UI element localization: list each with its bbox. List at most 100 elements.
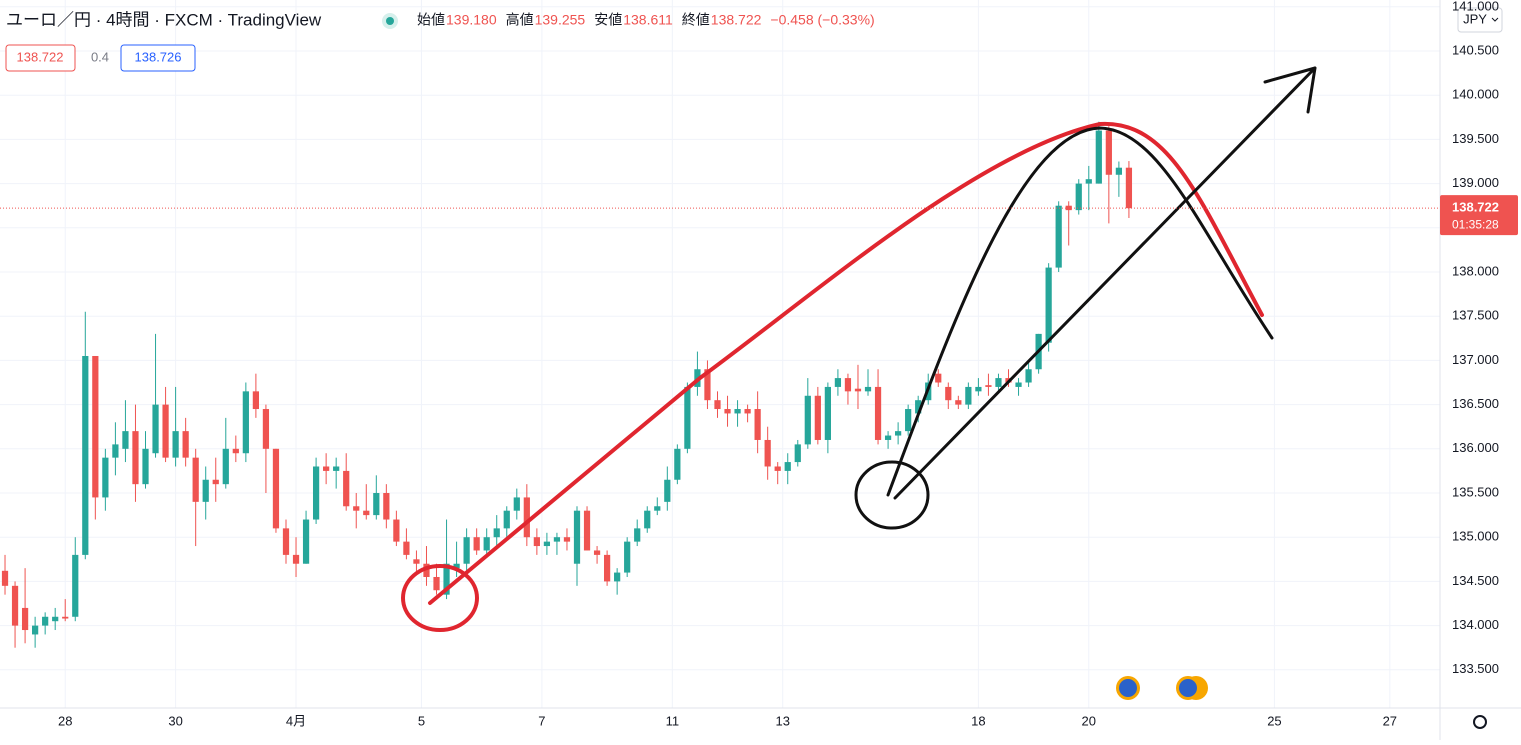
y-tick-label: 136.500 (1452, 396, 1499, 411)
candle-body (935, 373, 942, 383)
candle-body (212, 479, 219, 485)
event-icon-inner (1179, 679, 1197, 697)
candles (1, 121, 1133, 648)
grid (0, 0, 1440, 708)
candle-body (573, 510, 581, 564)
candle-body (814, 395, 821, 440)
candle-body (292, 554, 300, 564)
candle-body (864, 386, 872, 392)
candle-body (192, 457, 199, 502)
y-tick-label: 138.000 (1452, 263, 1499, 278)
x-tick-label: 20 (1082, 713, 1096, 728)
last-price-label: 138.722 (1452, 200, 1499, 215)
countdown: 01:35:28 (1452, 217, 1499, 231)
candle-body (1015, 382, 1022, 387)
y-tick-label: 139.500 (1452, 131, 1499, 146)
candle-body (383, 493, 390, 520)
candle-body (634, 528, 641, 542)
y-tick-label: 134.500 (1452, 573, 1499, 588)
y-tick-label: 137.500 (1452, 308, 1499, 323)
candle-body (1085, 179, 1092, 184)
buy-button[interactable] (120, 44, 196, 72)
candle-body (42, 616, 49, 626)
currency-label: JPY (1463, 11, 1487, 26)
candle-body (674, 448, 681, 480)
candle-body (644, 510, 651, 529)
candle-body (202, 479, 209, 502)
settings-icon[interactable] (1473, 715, 1487, 729)
candle-body (32, 625, 39, 635)
currency-dropdown[interactable] (1457, 7, 1503, 33)
y-tick-label: 134.000 (1452, 617, 1499, 632)
candle-body (343, 470, 350, 507)
candle-body (11, 585, 19, 626)
candle-body (493, 528, 500, 538)
event-icons (1116, 676, 1208, 700)
y-tick-label: 140.000 (1452, 87, 1499, 102)
candle-body (824, 386, 831, 440)
x-tick-label: 30 (168, 713, 182, 728)
candle-body (945, 386, 952, 401)
black-curve (886, 126, 1274, 497)
x-tick-label: 28 (58, 713, 72, 728)
y-tick-label: 140.500 (1452, 42, 1499, 57)
legend-low-label: 安値 (594, 12, 622, 28)
candle-body (664, 479, 671, 502)
candle-body (182, 431, 189, 458)
candle-body (804, 395, 811, 445)
candle-body (714, 400, 721, 410)
candle-body (1, 570, 9, 586)
candle-body (162, 404, 169, 458)
candle-body (503, 510, 510, 529)
candle-body (523, 497, 530, 538)
x-tick-label: 18 (971, 713, 985, 728)
candle-body (1055, 205, 1062, 268)
candle-body (533, 537, 540, 547)
dropdown-caret (1491, 17, 1499, 22)
candle-body (323, 466, 330, 471)
candle-body (353, 506, 360, 511)
legend-change: −0.458 (−0.33%) (770, 12, 874, 28)
red-circle (401, 564, 479, 632)
candle-body (764, 439, 771, 467)
legend-low: 138.611 (623, 12, 673, 28)
candle-body (413, 559, 420, 564)
event-icon-inner (1119, 679, 1137, 697)
candle-body (132, 431, 139, 485)
candle-body (624, 541, 631, 573)
candle-body (423, 563, 430, 577)
candle-body (473, 537, 480, 551)
candle-body (21, 607, 29, 631)
candle-body (1125, 167, 1133, 209)
sell-button[interactable] (5, 44, 76, 72)
candle-body (443, 563, 450, 595)
candle-body (112, 444, 119, 458)
candle-body (312, 466, 320, 520)
candle-body (724, 409, 731, 414)
y-tick-label: 141.000 (1452, 0, 1499, 13)
x-tick-label: 11 (666, 713, 680, 728)
y-tick-label: 135.500 (1452, 484, 1499, 499)
candle-body (1025, 369, 1032, 383)
legend-open: 139.180 (446, 12, 497, 28)
legend-close: 138.722 (711, 12, 762, 28)
candle-body (794, 444, 801, 463)
candle-body (995, 378, 1002, 387)
black-circle (854, 460, 930, 530)
candle-body (483, 537, 490, 551)
x-tick-label: 13 (775, 713, 789, 728)
legend-open-label: 始値 (417, 12, 445, 28)
candle-body (895, 431, 902, 436)
candle-body (252, 391, 259, 410)
candle-body (1115, 167, 1122, 175)
y-tick-label: 135.000 (1452, 529, 1499, 544)
candle-body (734, 409, 741, 414)
candle-body (543, 541, 551, 547)
candle-body (704, 369, 711, 401)
candle-body (744, 409, 751, 414)
candle-body (102, 457, 109, 498)
candle-body (373, 493, 380, 516)
candle-body (915, 400, 922, 414)
y-tick-label: 137.000 (1452, 352, 1499, 367)
